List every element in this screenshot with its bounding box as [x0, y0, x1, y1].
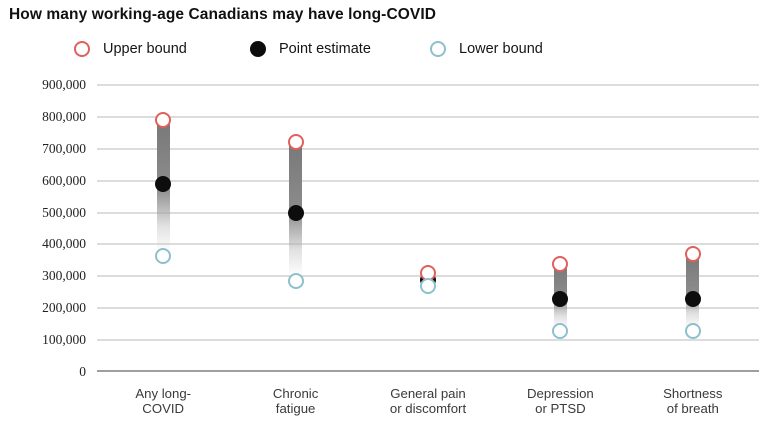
- x-category-line: Any long-: [135, 386, 192, 401]
- point-estimate-marker: [552, 290, 569, 307]
- upper-bound-marker: [155, 112, 172, 129]
- y-tick-label: 600,000: [42, 172, 86, 188]
- gridline: [97, 115, 759, 118]
- x-axis-labels: Any long- COVID Chronic fatigue General pain…: [97, 386, 759, 422]
- gridline: [97, 147, 759, 150]
- legend-item-upper-bound: Upper bound: [74, 37, 187, 61]
- y-tick-label: 500,000: [42, 204, 86, 220]
- x-category-label: Depression or PTSD: [494, 386, 626, 416]
- y-tick-label: 900,000: [42, 77, 86, 92]
- y-tick-label: 800,000: [42, 108, 86, 124]
- chart-title: How many working-age Canadians may have …: [9, 6, 437, 23]
- y-axis-labels: 0 100,000 200,000 300,000 400,000 500,000 600,…: [0, 77, 86, 379]
- point-estimate-marker: [287, 204, 304, 221]
- legend-label: Point estimate: [279, 41, 371, 57]
- gridline: [97, 84, 759, 86]
- y-tick-label: 400,000: [42, 236, 86, 252]
- gridline: [97, 339, 759, 342]
- legend-item-lower-bound: Lower bound: [430, 37, 543, 61]
- chart-legend: Upper bound Point estimate Lower bound: [0, 37, 770, 61]
- lower-bound-marker: [287, 273, 304, 290]
- y-tick-label: 700,000: [42, 140, 86, 156]
- x-category-line: General pain: [390, 386, 466, 401]
- lower-bound-marker: [552, 322, 569, 339]
- point-estimate-circle-icon: [250, 41, 266, 57]
- lower-bound-marker: [420, 277, 436, 294]
- gridline: [97, 179, 759, 182]
- y-tick-label: 0: [79, 364, 86, 379]
- x-category-line: Chronic: [272, 386, 319, 401]
- x-category-label: Chronic fatigue: [230, 386, 362, 416]
- legend-item-point-estimate: Point estimate: [250, 37, 371, 61]
- x-category-line: of breath: [666, 401, 719, 416]
- lower-bound-marker: [684, 322, 701, 339]
- upper-bound-circle-icon: [74, 41, 90, 57]
- x-axis-baseline: [97, 370, 759, 372]
- x-category-line: Depression: [527, 386, 594, 401]
- legend-label: Upper bound: [103, 41, 187, 57]
- upper-bound-marker: [287, 134, 304, 151]
- point-estimate-marker: [684, 290, 701, 307]
- gridline: [97, 307, 759, 310]
- x-category-line: or discomfort: [389, 401, 467, 416]
- x-category-line: fatigue: [275, 401, 316, 416]
- y-tick-label: 300,000: [42, 268, 86, 284]
- y-tick-label: 200,000: [42, 300, 86, 316]
- lower-bound-marker: [155, 247, 172, 264]
- x-category-label: General pain or discomfort: [362, 386, 494, 416]
- gridline: [97, 211, 759, 214]
- legend-label: Lower bound: [459, 41, 543, 57]
- x-category-label: Shortness of breath: [627, 386, 759, 416]
- upper-bound-marker: [552, 255, 569, 272]
- x-category-line: or PTSD: [535, 401, 586, 416]
- plot-area: [97, 84, 759, 372]
- x-category-line: Shortness: [663, 386, 723, 401]
- x-category-line: COVID: [142, 401, 185, 416]
- x-category-label: Any long- COVID: [97, 386, 229, 416]
- y-tick-label: 100,000: [42, 332, 86, 348]
- point-estimate-marker: [155, 175, 172, 192]
- gridline: [97, 243, 759, 246]
- lower-bound-circle-icon: [430, 41, 446, 57]
- upper-bound-marker: [684, 246, 701, 262]
